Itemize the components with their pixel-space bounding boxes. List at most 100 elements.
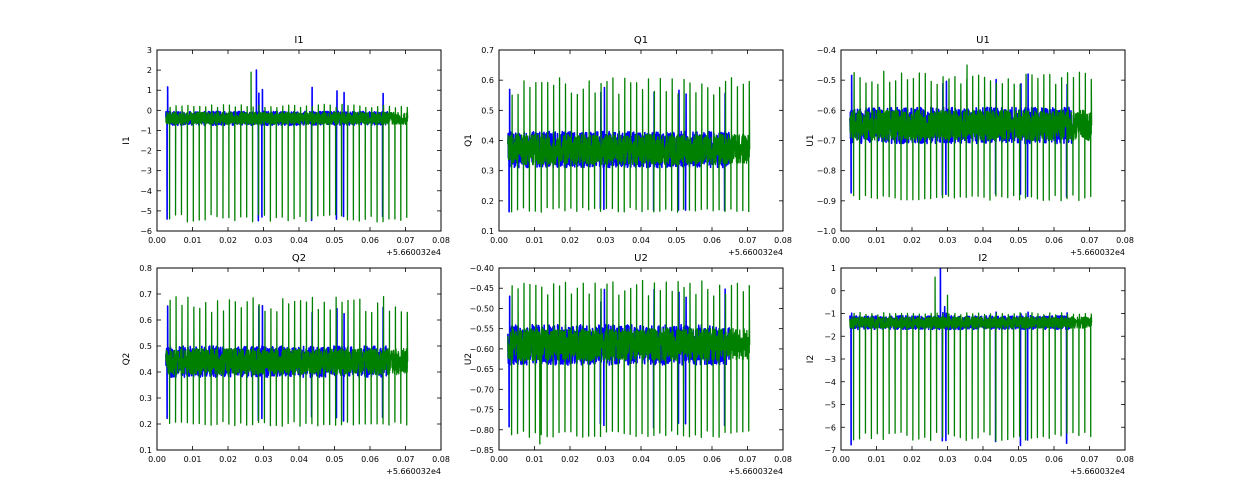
y-tick-label: −3 [140,167,152,176]
x-tick-label: 0.01 [526,455,544,464]
y-tick-label: 3 [147,46,152,55]
x-tick-label: 0.04 [290,455,308,464]
y-tick-label: −0.85 [469,446,494,455]
y-tick-label: 0.3 [139,394,152,403]
subplot-title: U1 [976,35,990,46]
series-green-line [165,295,409,427]
x-tick-label: 0.00 [148,455,166,464]
x-tick-label: 0.06 [1045,236,1063,245]
y-tick-label: 0.7 [481,46,494,55]
x-tick-label: 0.05 [326,236,344,245]
subplot-title: I1 [294,35,303,46]
x-tick-label: 0.06 [703,455,721,464]
y-tick-label: 0.4 [481,137,494,146]
x-tick-label: 0.04 [290,236,308,245]
x-offset-label: +5.660032e4 [386,467,441,476]
y-tick-label: −4 [824,378,836,387]
x-tick-label: 0.03 [939,455,957,464]
x-tick-label: 0.06 [361,236,379,245]
y-tick-label: −0.60 [469,345,494,354]
x-tick-label: 0.06 [703,236,721,245]
y-tick-label: 0 [831,287,836,296]
x-tick-label: 0.02 [903,236,921,245]
x-tick-label: 0.05 [668,236,686,245]
y-tick-label: 0.5 [481,106,494,115]
y-tick-label: 0.4 [139,368,152,377]
y-tick-label: −4 [140,187,152,196]
x-tick-label: 0.07 [739,455,757,464]
x-tick-label: 0.01 [868,455,886,464]
x-tick-label: 0.03 [255,236,273,245]
x-tick-label: 0.06 [1045,455,1063,464]
series-green-line [849,64,1093,202]
y-tick-label: −0.7 [817,137,836,146]
plot-area [507,77,751,213]
x-tick-label: 0.01 [184,455,202,464]
x-tick-label: 0.00 [832,236,850,245]
y-tick-label: −0.80 [469,426,494,435]
y-tick-label: −0.55 [469,325,494,334]
x-offset-label: +5.660032e4 [386,248,441,257]
y-axis-label: I1 [122,136,132,144]
x-tick-label: 0.01 [184,236,202,245]
y-tick-label: 0.7 [139,290,152,299]
y-tick-label: −1 [824,310,836,319]
plot-area [507,279,751,445]
x-tick-label: 0.05 [1010,236,1028,245]
x-offset-label: +5.660032e4 [728,248,783,257]
y-tick-label: −5 [824,401,836,410]
x-tick-label: 0.04 [974,236,992,245]
subplot-title: Q2 [292,253,306,264]
x-tick-label: 0.00 [148,236,166,245]
x-tick-label: 0.08 [432,236,450,245]
x-tick-label: 0.05 [1010,455,1028,464]
x-tick-label: 0.08 [774,455,792,464]
x-tick-label: 0.08 [1116,236,1134,245]
y-axis-label: U2 [464,353,474,365]
x-tick-label: 0.03 [255,455,273,464]
y-tick-label: −0.5 [817,76,836,85]
y-tick-label: −0.40 [469,264,494,273]
x-tick-label: 0.02 [561,455,579,464]
x-tick-label: 0.02 [903,455,921,464]
y-tick-label: −0.70 [469,385,494,394]
x-tick-label: 0.03 [597,455,615,464]
y-tick-label: −0.45 [469,284,494,293]
x-tick-label: 0.00 [490,236,508,245]
x-tick-label: 0.04 [632,236,650,245]
x-tick-label: 0.02 [219,455,237,464]
y-tick-label: −0.8 [817,167,836,176]
x-offset-label: +5.660032e4 [728,467,783,476]
x-offset-label: +5.660032e4 [1070,467,1125,476]
y-tick-label: −0.4 [817,46,836,55]
y-tick-label: 0.3 [481,167,494,176]
y-tick-label: 1 [831,264,836,273]
x-tick-label: 0.00 [832,455,850,464]
y-tick-label: −0.9 [817,197,836,206]
series-green-line [849,276,1093,442]
y-tick-label: −1.0 [817,227,836,236]
y-tick-label: 0 [147,106,152,115]
series-green-line [507,77,751,213]
y-tick-label: −7 [824,446,836,455]
y-axis-label: Q1 [464,134,474,147]
x-tick-label: 0.01 [526,236,544,245]
y-tick-label: 0.5 [139,342,152,351]
y-axis-label: I2 [806,355,816,363]
x-tick-label: 0.01 [868,236,886,245]
subplot-i1: 0.00 0.01 0.02 0.03 0.04 0.05 0.06 0.07 0.08 3 2 1 0… [122,35,450,257]
y-tick-label: 0.1 [481,227,494,236]
y-tick-label: −3 [824,355,836,364]
y-tick-label: −1 [140,126,152,135]
subplot-title: Q1 [634,35,648,46]
subplot-q1: 0.00 0.01 0.02 0.03 0.04 0.05 0.06 0.07 0.08 0.7 0… [464,35,792,257]
subplot-u2: 0.00 0.01 0.02 0.03 0.04 0.05 0.06 0.07 0.08 −0.4… [464,253,792,476]
y-tick-label: 2 [147,66,152,75]
series-green-line [165,71,409,223]
y-axis-label: U1 [806,134,816,146]
y-tick-label: −0.65 [469,365,494,374]
x-tick-label: 0.06 [361,455,379,464]
y-tick-label: −2 [824,332,836,341]
y-axis-label: Q2 [122,353,132,366]
